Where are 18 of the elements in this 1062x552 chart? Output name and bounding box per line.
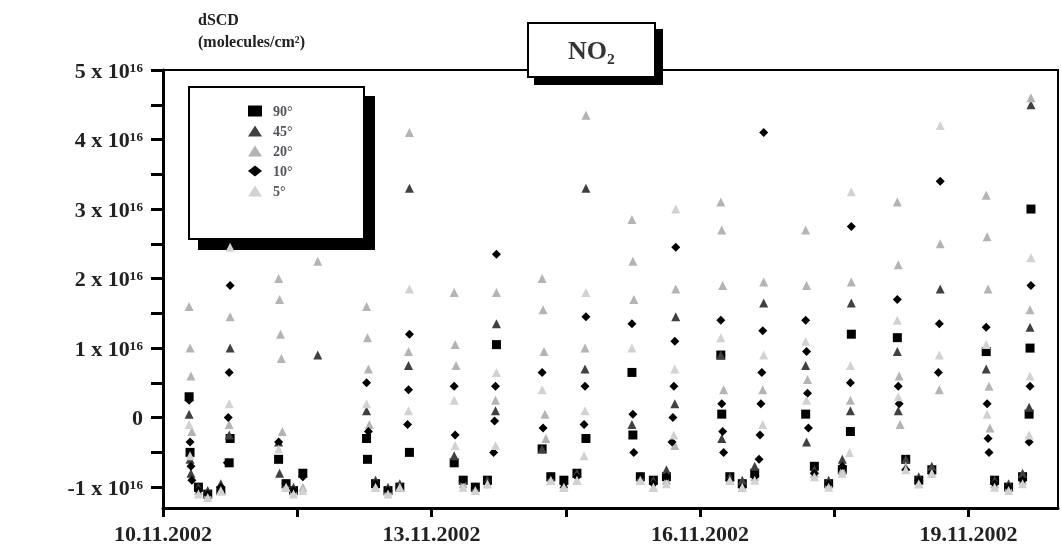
legend-label: 10° — [273, 163, 293, 179]
x-tick-label: 13.11.2002 — [382, 520, 481, 546]
y-tick-label: 5 x 10¹⁶ — [74, 57, 144, 83]
x-tick-label: 16.11.2002 — [651, 520, 749, 546]
legend-label: 45° — [273, 123, 293, 139]
y-tick-label: 4 x 10¹⁶ — [74, 127, 144, 153]
y-tick-label: 3 x 10¹⁶ — [74, 196, 144, 222]
y-axis-title: dSCD (molecules/cm²) — [198, 10, 305, 51]
y-tick-label: 1 x 10¹⁶ — [74, 335, 144, 361]
legend-label: 20° — [273, 143, 293, 159]
legend-label: 5° — [273, 183, 286, 199]
y-tick-label: -1 x 10¹⁶ — [67, 474, 144, 500]
x-tick-label: 10.11.2002 — [114, 520, 212, 546]
x-tick-label: 19.11.2002 — [919, 520, 1018, 546]
legend-label: 90° — [273, 103, 293, 119]
y-tick-label: 2 x 10¹⁶ — [74, 266, 144, 292]
y-tick-label: 0 — [132, 405, 143, 431]
chart-title: NO₂ — [568, 35, 615, 65]
